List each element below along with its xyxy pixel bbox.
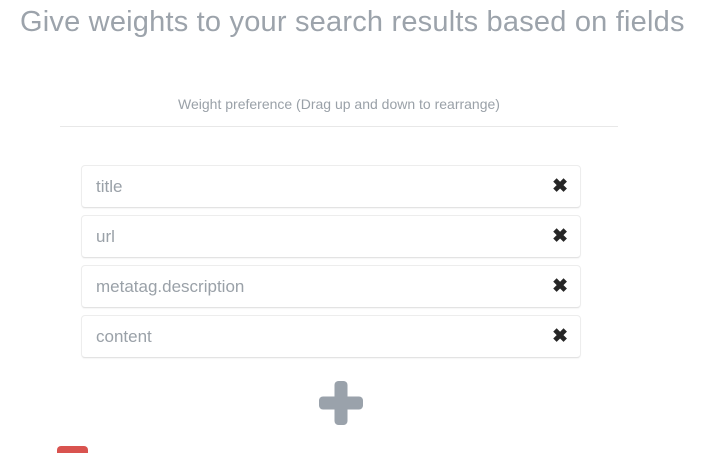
remove-field-button[interactable]: ✖ <box>552 227 568 246</box>
remove-x-icon: ✖ <box>552 276 568 297</box>
divider <box>60 126 618 127</box>
remove-field-button[interactable]: ✖ <box>552 177 568 196</box>
remove-x-icon: ✖ <box>552 176 568 197</box>
field-label: metatag.description <box>96 276 245 296</box>
field-row[interactable]: title ✖ <box>81 165 581 208</box>
field-row[interactable]: content ✖ <box>81 315 581 358</box>
weight-field-list: title ✖ url ✖ metatag.description ✖ cont… <box>81 165 581 365</box>
field-row[interactable]: url ✖ <box>81 215 581 258</box>
page-title: Give weights to your search results base… <box>20 6 685 38</box>
field-label: content <box>96 326 152 346</box>
plus-icon <box>319 381 363 425</box>
weight-preference-subtitle: Weight preference (Drag up and down to r… <box>178 96 500 112</box>
partial-danger-button[interactable] <box>57 446 88 453</box>
field-row[interactable]: metatag.description ✖ <box>81 265 581 308</box>
remove-field-button[interactable]: ✖ <box>552 327 568 346</box>
add-field-button[interactable] <box>319 381 363 425</box>
remove-x-icon: ✖ <box>552 326 568 347</box>
field-label: title <box>96 176 123 196</box>
remove-x-icon: ✖ <box>552 226 568 247</box>
field-label: url <box>96 226 115 246</box>
remove-field-button[interactable]: ✖ <box>552 277 568 296</box>
